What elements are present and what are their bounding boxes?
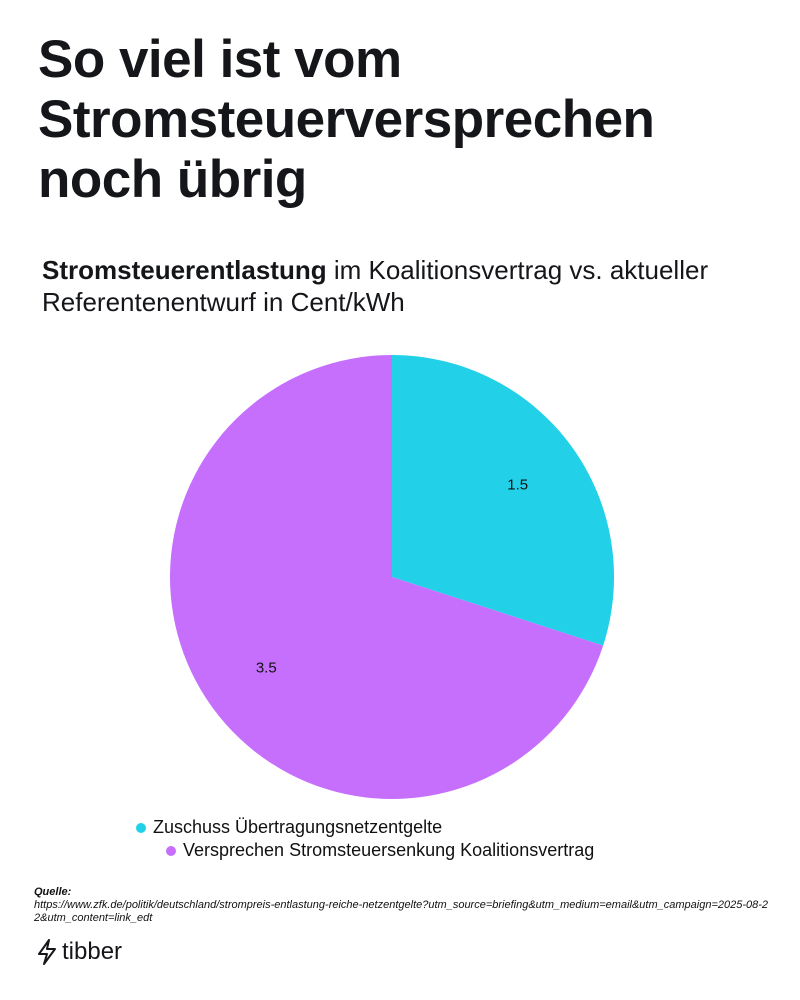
value-label: 1.5: [507, 477, 528, 494]
pie-chart: 1.5 3.5: [169, 355, 614, 799]
legend-item: Zuschuss Übertragungsnetzentgelte: [136, 816, 594, 839]
source: Quelle: https://www.zfk.de/politik/deuts…: [34, 886, 774, 925]
chart-title: So viel ist vom Stromsteuerversprechen n…: [38, 30, 655, 209]
legend-item: Versprechen Stromsteuersenkung Koalition…: [166, 839, 594, 862]
value-label: 3.5: [256, 659, 277, 676]
subtitle-text: im Koalitionsvertrag vs. aktueller Refer…: [42, 255, 709, 317]
pie-slice: [169, 355, 604, 799]
legend-label: Versprechen Stromsteuersenkung Koalition…: [183, 840, 595, 860]
legend: Zuschuss Übertragungsnetzentgelte Verspre…: [136, 816, 594, 862]
logo-icon: [38, 939, 56, 965]
source-label: Quelle:: [34, 886, 72, 898]
source-url: https://www.zfk.de/politik/deutschland/s…: [34, 899, 769, 924]
chart-subtitle: Stromsteuerentlastung im Koalitionsvertr…: [42, 254, 762, 318]
logo-text: tibber: [62, 938, 123, 965]
legend-label: Zuschuss Übertragungsnetzentgelte: [153, 817, 443, 837]
pie-slice: [392, 355, 614, 646]
legend-marker: [166, 845, 176, 856]
logo: tibber: [36, 938, 122, 966]
legend-marker: [136, 822, 146, 833]
subtitle-bold: Stromsteuerentlastung: [42, 255, 327, 285]
